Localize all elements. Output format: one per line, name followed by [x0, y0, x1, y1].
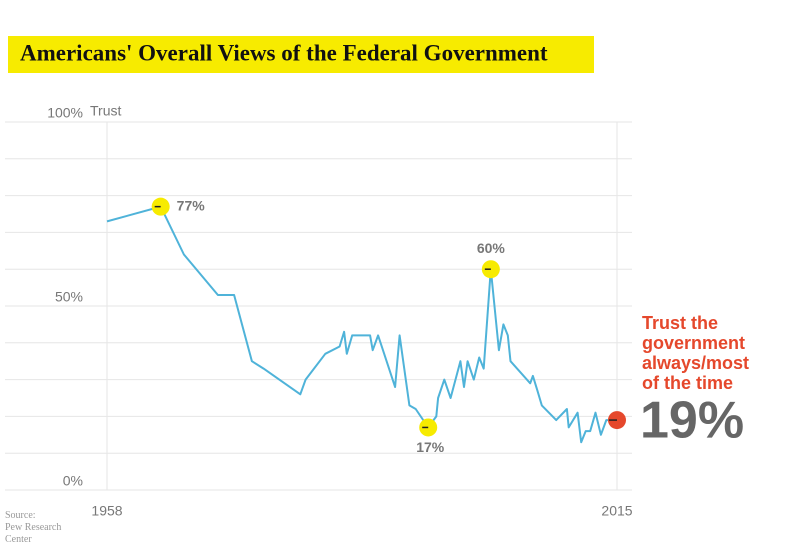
x-tick-label: 1958: [91, 503, 122, 519]
y-tick-label: 50%: [55, 289, 83, 305]
annotation-label: 60%: [477, 240, 506, 256]
source: Source: Pew Research Center: [5, 510, 61, 545]
source-line: Source:: [5, 510, 36, 521]
source-line: Pew Research: [5, 522, 61, 533]
end-label-value: 19%: [640, 392, 744, 450]
source-line: Center: [5, 534, 32, 545]
y-tick-label: 0%: [63, 473, 83, 489]
annotation-label: 17%: [416, 439, 445, 455]
x-tick-label: 2015: [601, 503, 632, 519]
end-label-line: government: [642, 333, 745, 353]
end-label-line: of the time: [642, 373, 733, 393]
y-axis-label: Trust: [90, 103, 121, 119]
data-line: [106, 205, 617, 444]
annotation-label: 77%: [177, 197, 206, 213]
chart-title: Americans' Overall Views of the Federal …: [20, 40, 548, 65]
end-label-line: always/most: [642, 353, 749, 373]
end-label-text: Trust the government always/most of the tim…: [642, 313, 749, 393]
y-tick-label: 100%: [47, 105, 83, 121]
title-box: [8, 36, 594, 73]
end-label-line: Trust the: [642, 313, 718, 333]
